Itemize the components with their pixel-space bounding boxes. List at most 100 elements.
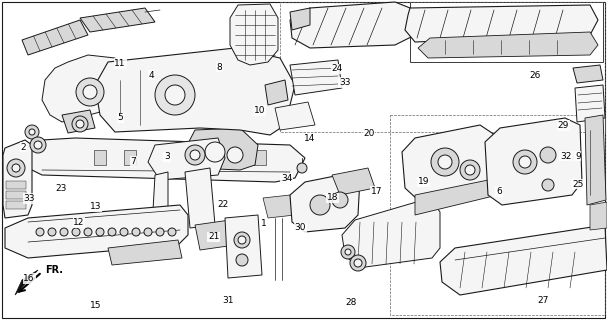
Circle shape <box>48 228 56 236</box>
Circle shape <box>205 142 225 162</box>
Polygon shape <box>124 150 136 165</box>
Polygon shape <box>225 215 262 278</box>
Polygon shape <box>148 138 225 180</box>
Circle shape <box>345 249 351 255</box>
Polygon shape <box>332 168 375 195</box>
Polygon shape <box>152 172 168 228</box>
Text: 9: 9 <box>575 152 581 161</box>
Circle shape <box>513 150 537 174</box>
Polygon shape <box>80 8 155 32</box>
Circle shape <box>310 195 330 215</box>
Polygon shape <box>415 178 510 215</box>
Polygon shape <box>28 138 305 182</box>
Text: 33: 33 <box>24 194 35 203</box>
Polygon shape <box>5 205 188 258</box>
Polygon shape <box>195 220 235 250</box>
Circle shape <box>438 155 452 169</box>
Circle shape <box>431 148 459 176</box>
Polygon shape <box>254 150 266 165</box>
Circle shape <box>76 78 104 106</box>
Polygon shape <box>405 5 598 42</box>
Circle shape <box>34 141 42 149</box>
Text: 21: 21 <box>208 232 219 241</box>
Circle shape <box>12 164 20 172</box>
Polygon shape <box>6 191 26 199</box>
Text: 28: 28 <box>345 298 356 307</box>
Bar <box>390 115 605 315</box>
Polygon shape <box>265 80 288 105</box>
Circle shape <box>72 228 80 236</box>
Polygon shape <box>290 60 342 95</box>
Text: 30: 30 <box>295 223 306 232</box>
Circle shape <box>30 137 46 153</box>
Polygon shape <box>42 55 130 122</box>
Polygon shape <box>418 32 598 58</box>
Polygon shape <box>585 115 606 205</box>
Circle shape <box>332 192 348 208</box>
Text: 15: 15 <box>90 301 101 310</box>
Text: 26: 26 <box>530 71 541 80</box>
Polygon shape <box>290 8 310 30</box>
Circle shape <box>236 254 248 266</box>
Text: 12: 12 <box>73 218 84 227</box>
Bar <box>280 2 605 132</box>
Text: 16: 16 <box>24 274 35 283</box>
Circle shape <box>354 259 362 267</box>
Circle shape <box>84 228 92 236</box>
Polygon shape <box>575 85 605 122</box>
Circle shape <box>168 228 176 236</box>
Circle shape <box>234 232 250 248</box>
Polygon shape <box>154 150 166 165</box>
Text: 34: 34 <box>281 174 292 183</box>
Circle shape <box>165 85 185 105</box>
Circle shape <box>7 159 25 177</box>
Polygon shape <box>485 118 582 205</box>
Text: 31: 31 <box>222 296 233 305</box>
Text: 14: 14 <box>304 134 315 143</box>
Polygon shape <box>6 181 26 189</box>
Circle shape <box>76 120 84 128</box>
Circle shape <box>155 75 195 115</box>
Polygon shape <box>230 4 278 65</box>
Circle shape <box>350 255 366 271</box>
Circle shape <box>72 116 88 132</box>
Circle shape <box>540 147 556 163</box>
Circle shape <box>185 145 205 165</box>
Circle shape <box>156 228 164 236</box>
Circle shape <box>120 228 128 236</box>
Text: 5: 5 <box>117 113 123 122</box>
Text: 25: 25 <box>572 180 583 188</box>
Polygon shape <box>342 198 440 268</box>
Text: 24: 24 <box>331 64 342 73</box>
Polygon shape <box>185 168 215 228</box>
Text: 2: 2 <box>20 143 26 152</box>
Text: 8: 8 <box>217 63 223 72</box>
Circle shape <box>29 129 35 135</box>
Polygon shape <box>15 270 38 295</box>
Polygon shape <box>275 102 315 130</box>
Circle shape <box>297 163 307 173</box>
Text: FR.: FR. <box>45 265 63 275</box>
Polygon shape <box>62 110 95 133</box>
Text: 17: 17 <box>371 187 382 196</box>
Polygon shape <box>224 150 236 165</box>
Circle shape <box>190 150 200 160</box>
Text: 20: 20 <box>364 129 375 138</box>
Circle shape <box>227 147 243 163</box>
Polygon shape <box>263 195 295 218</box>
Polygon shape <box>194 150 206 165</box>
Circle shape <box>465 165 475 175</box>
Text: 18: 18 <box>327 193 338 202</box>
Text: 19: 19 <box>418 177 429 186</box>
Text: 22: 22 <box>218 200 229 209</box>
Circle shape <box>542 179 554 191</box>
Polygon shape <box>590 202 607 230</box>
Circle shape <box>60 228 68 236</box>
Polygon shape <box>95 48 295 135</box>
Text: 32: 32 <box>560 152 571 161</box>
Circle shape <box>519 156 531 168</box>
Polygon shape <box>6 201 26 209</box>
Polygon shape <box>22 20 88 55</box>
Polygon shape <box>573 65 603 83</box>
Text: 29: 29 <box>558 121 569 130</box>
